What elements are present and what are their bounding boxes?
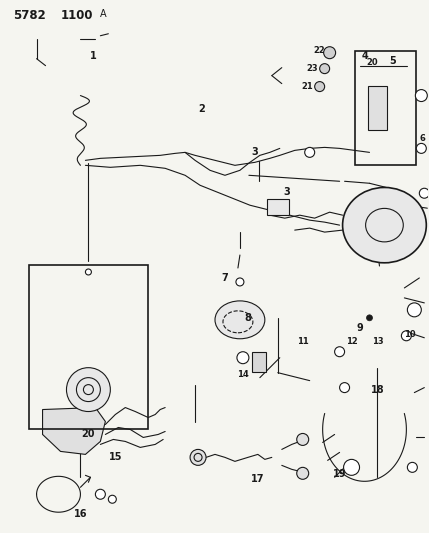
Text: 16: 16 [74, 509, 87, 519]
Circle shape [305, 148, 315, 157]
Bar [368, 86, 387, 131]
Text: 19: 19 [333, 470, 346, 479]
Circle shape [408, 462, 417, 472]
Polygon shape [42, 408, 106, 455]
Text: 6: 6 [419, 134, 425, 143]
Circle shape [340, 383, 350, 393]
Ellipse shape [343, 188, 426, 263]
Text: 7: 7 [222, 273, 228, 283]
Text: 10: 10 [404, 330, 415, 340]
Text: 5782: 5782 [13, 9, 45, 22]
Text: 8: 8 [245, 313, 251, 323]
Text: 9: 9 [356, 323, 363, 333]
Circle shape [320, 63, 329, 74]
Circle shape [415, 90, 427, 101]
Circle shape [297, 467, 309, 479]
Circle shape [344, 459, 360, 475]
Text: 14: 14 [237, 370, 249, 379]
Ellipse shape [215, 301, 265, 339]
Circle shape [236, 278, 244, 286]
Circle shape [95, 489, 106, 499]
Circle shape [416, 143, 426, 154]
Text: 3: 3 [284, 187, 290, 197]
Bar [267, 199, 289, 215]
Circle shape [402, 331, 411, 341]
Circle shape [408, 303, 421, 317]
Text: 1100: 1100 [60, 9, 93, 22]
Circle shape [315, 82, 325, 92]
Circle shape [66, 368, 110, 411]
Circle shape [323, 47, 335, 59]
Text: 4: 4 [362, 51, 368, 61]
Text: 15: 15 [109, 453, 122, 463]
Bar [252, 352, 266, 372]
Circle shape [419, 188, 429, 198]
Text: 3: 3 [251, 147, 258, 157]
Text: 2: 2 [198, 103, 205, 114]
Text: 12: 12 [346, 337, 357, 346]
Text: 17: 17 [251, 474, 265, 484]
Text: 23: 23 [307, 64, 318, 73]
Circle shape [366, 315, 372, 321]
Text: 11: 11 [297, 337, 308, 346]
Text: 21: 21 [302, 82, 314, 91]
Circle shape [190, 449, 206, 465]
Circle shape [335, 347, 344, 357]
Text: 18: 18 [371, 385, 384, 394]
Bar [29, 265, 148, 430]
Text: 5: 5 [389, 55, 396, 66]
Text: 20: 20 [82, 430, 95, 439]
Circle shape [237, 352, 249, 364]
Text: 20: 20 [366, 58, 378, 67]
Circle shape [297, 433, 309, 446]
Circle shape [85, 269, 91, 275]
Text: 13: 13 [372, 337, 383, 346]
Text: A: A [100, 9, 107, 19]
Bar [354, 51, 416, 165]
Circle shape [109, 495, 116, 503]
Text: 1: 1 [90, 51, 97, 61]
Text: 22: 22 [314, 46, 326, 55]
